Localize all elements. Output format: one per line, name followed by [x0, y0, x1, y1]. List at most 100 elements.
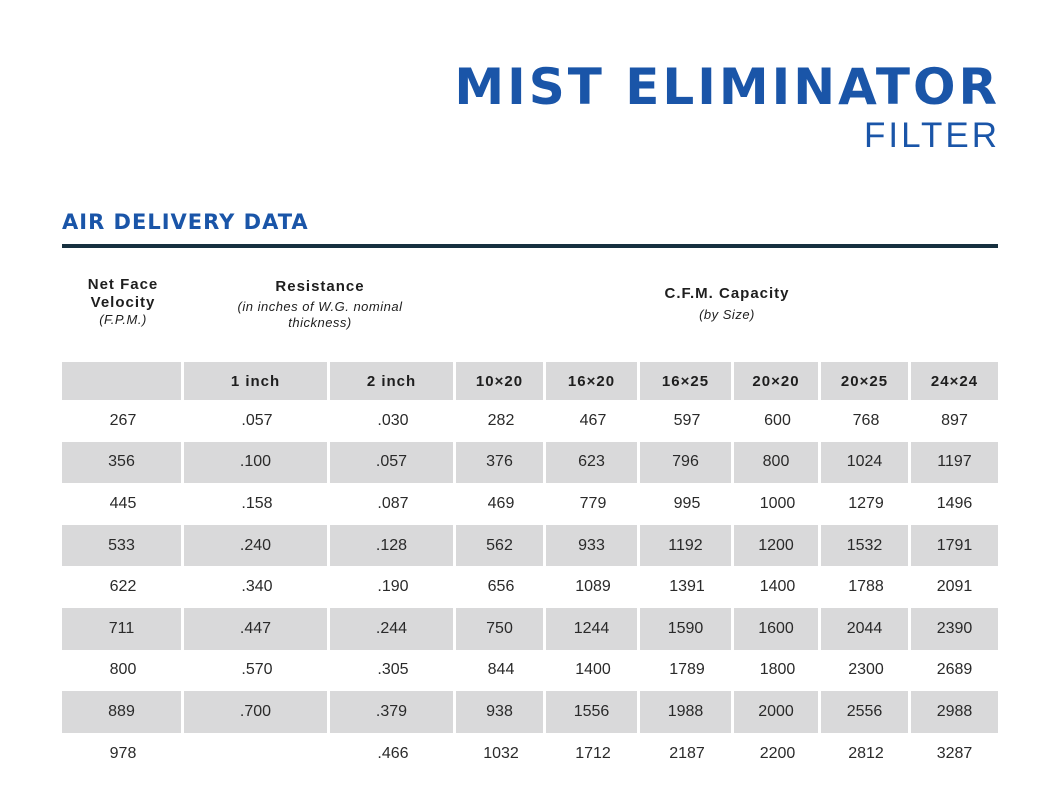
table-cell: .700 [184, 691, 330, 733]
velocity-cell: 356 [62, 441, 184, 484]
table-cell: 656 [487, 578, 515, 596]
table-cell: 1600 [734, 607, 821, 650]
velocity-cell: 889 [62, 691, 184, 733]
column-header: 16×20 [546, 362, 640, 400]
table-cell: 1800 [759, 661, 796, 679]
table-cell: .340 [241, 578, 273, 596]
velocity-cell: 533 [62, 524, 184, 567]
table-cell: .240 [184, 524, 330, 567]
table-cell: 750 [456, 607, 546, 650]
table-cell: 1244 [546, 607, 640, 650]
table-cell: 1279 [848, 494, 884, 512]
table-cell: .466 [377, 744, 409, 762]
capacity-header-note: (by Size) [699, 307, 755, 322]
section-divider [62, 244, 998, 248]
table-cell: 796 [640, 441, 734, 484]
table-cell: .100 [184, 441, 330, 484]
velocity-cell: 978 [109, 744, 137, 762]
table-cell: 1590 [640, 607, 734, 650]
page-title: MIST ELIMINATOR [454, 58, 1000, 116]
table-cell: 562 [456, 524, 546, 567]
table-cell: 800 [734, 441, 821, 484]
table-cell: 844 [487, 661, 515, 679]
table-cell: 1556 [546, 691, 640, 733]
air-delivery-table: 1 inch 2 inch 10×20 16×20 16×25 20×20 20×25 24×… [62, 362, 998, 774]
resistance-header-note-line1: (in inches of W.G. nominal [237, 299, 403, 314]
table-cell: .447 [184, 607, 330, 650]
table-cell: 1192 [640, 524, 734, 567]
section-title: AIR DELIVERY DATA [62, 210, 309, 234]
table-cell: .057 [241, 411, 273, 429]
resistance-header: Resistance (in inches of W.G. nominal th… [184, 278, 456, 330]
table-cell: 938 [456, 691, 546, 733]
table-cell: 1024 [821, 441, 911, 484]
capacity-header: C.F.M. Capacity (by Size) [456, 285, 998, 323]
table-cell: 1791 [911, 524, 998, 567]
table-cell: 897 [941, 411, 968, 429]
column-header: 24×24 [911, 362, 998, 400]
table-cell: 1000 [759, 494, 796, 512]
table-cell: 2689 [936, 661, 973, 679]
resistance-header-title: Resistance [275, 278, 365, 295]
page-subtitle: FILTER [864, 116, 1000, 155]
velocity-cell: 267 [109, 411, 137, 429]
column-header: 10×20 [456, 362, 546, 400]
table-cell: .087 [377, 494, 409, 512]
table-cell: 467 [579, 411, 607, 429]
table-cell: .379 [330, 691, 456, 733]
table-cell: 768 [852, 411, 880, 429]
table-cell: 1400 [759, 578, 796, 596]
table-cell: 2000 [734, 691, 821, 733]
table-cell: 2300 [848, 661, 884, 679]
table-cell [184, 733, 330, 775]
table-cell: 779 [579, 494, 607, 512]
table-cell: 1532 [821, 524, 911, 567]
velocity-header: Net Face Velocity (F.P.M.) [62, 276, 184, 328]
table-cell: .305 [377, 661, 409, 679]
column-header: 20×20 [734, 362, 821, 400]
table-cell: 1712 [575, 744, 611, 762]
table-cell: 623 [546, 441, 640, 484]
table-cell: 469 [487, 494, 515, 512]
velocity-header-line2: Velocity [90, 294, 156, 311]
table-cell: 2091 [936, 578, 973, 596]
column-header: 16×25 [640, 362, 734, 400]
table-cell: 376 [456, 441, 546, 484]
table-cell: 995 [673, 494, 701, 512]
table-cell: 1089 [575, 578, 611, 596]
velocity-cell: 445 [109, 494, 137, 512]
table-cell: 1496 [936, 494, 973, 512]
table-cell: 1200 [734, 524, 821, 567]
table-cell: 2988 [911, 691, 998, 733]
column-header: 2 inch [330, 362, 456, 400]
velocity-header-line1: Net Face [87, 276, 159, 293]
table-cell: 1400 [575, 661, 611, 679]
velocity-cell: 622 [109, 578, 137, 596]
velocity-header-unit: (F.P.M.) [99, 312, 147, 327]
table-cell: 1788 [848, 578, 884, 596]
table-cell: 3287 [936, 744, 973, 762]
table-cell: .244 [330, 607, 456, 650]
table-cell: 2200 [759, 744, 796, 762]
column-header [62, 362, 184, 400]
table-cell: 1789 [669, 661, 705, 679]
table-cell: .128 [330, 524, 456, 567]
column-header: 20×25 [821, 362, 911, 400]
table-cell: .030 [377, 411, 409, 429]
table-cell: 2044 [821, 607, 911, 650]
table-cell: 1197 [911, 441, 998, 484]
table-cell: 2556 [821, 691, 911, 733]
table-cell: .570 [241, 661, 273, 679]
table-cell: 600 [764, 411, 791, 429]
table-cell: 597 [673, 411, 701, 429]
table-cell: .190 [377, 578, 409, 596]
table-cell: 2390 [911, 607, 998, 650]
table-cell: 933 [546, 524, 640, 567]
table-cell: 1988 [640, 691, 734, 733]
velocity-cell: 800 [109, 661, 137, 679]
resistance-header-note-line2: thickness) [288, 314, 352, 330]
table-cell: 2187 [669, 744, 705, 762]
table-cell: .057 [330, 441, 456, 484]
table-cell: 2812 [848, 744, 884, 762]
column-header: 1 inch [184, 362, 330, 400]
